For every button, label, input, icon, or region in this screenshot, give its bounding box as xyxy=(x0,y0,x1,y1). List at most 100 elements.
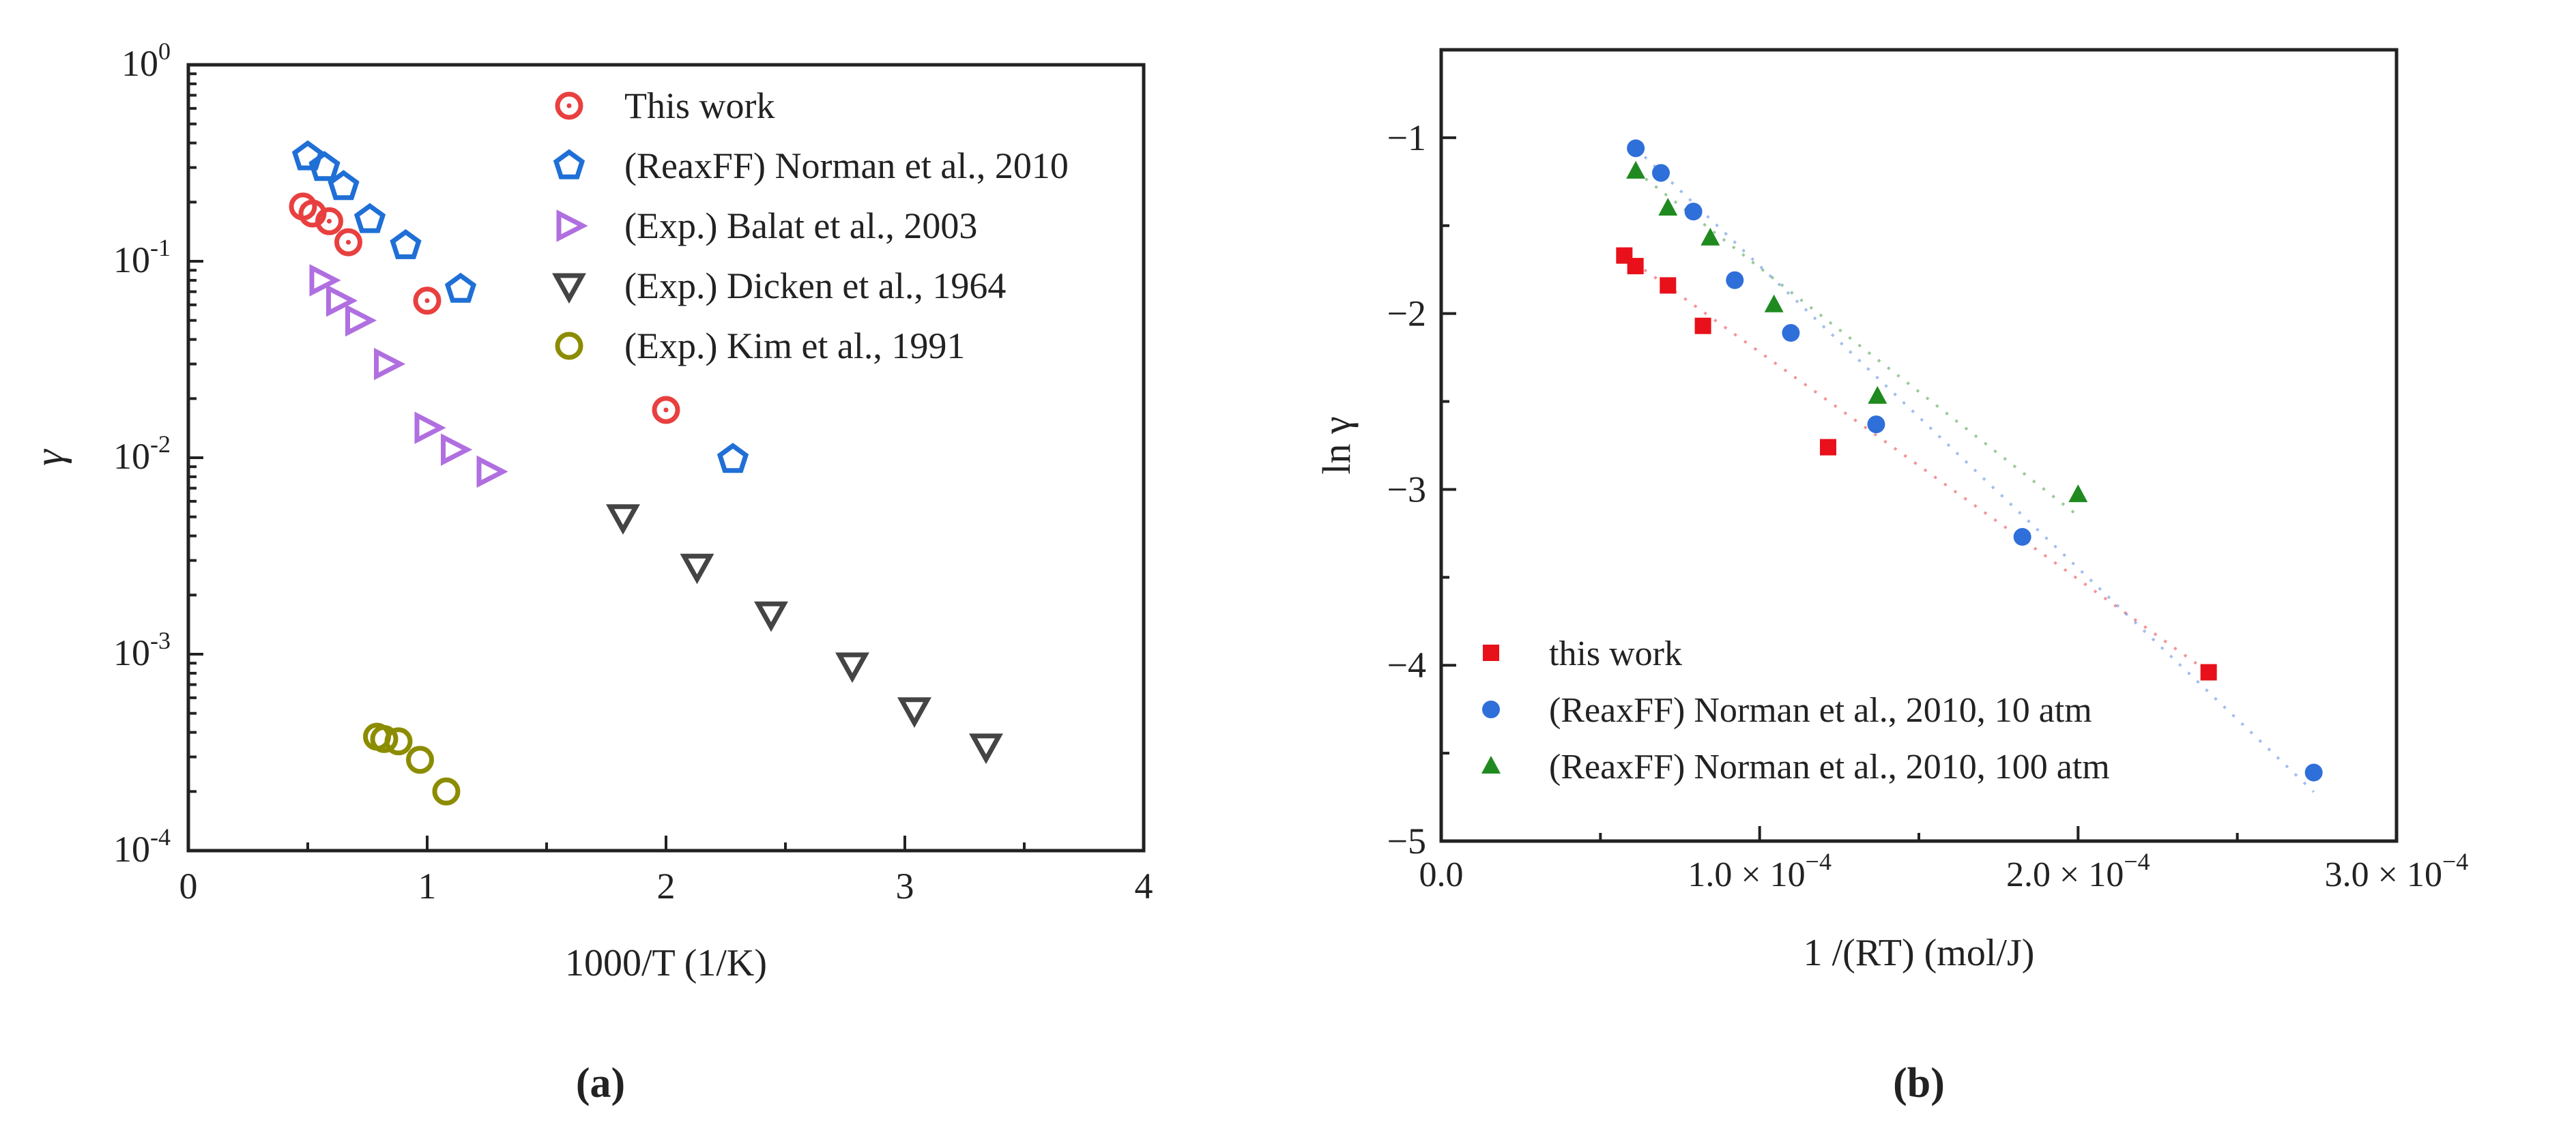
panel-a-x-tick-label: 3 xyxy=(896,866,914,907)
panel-b-y-tick-label: −3 xyxy=(1387,469,1426,510)
panel-a-legend: This work (ReaxFF) Norman et al., 2010 (Ex… xyxy=(552,85,1069,366)
data-point xyxy=(414,411,446,444)
panel-a-y-tick-label: 100 xyxy=(121,38,171,84)
fit-line-reaxff-norman-et-al-2010-10-atm xyxy=(1634,147,2315,793)
panel-b-fit-lines xyxy=(1623,147,2315,793)
legend-marker xyxy=(1483,645,1499,661)
legend-marker xyxy=(552,273,586,304)
panel-a-y-tick-label: 10-4 xyxy=(113,823,171,870)
data-point xyxy=(2200,664,2217,681)
panel-b-x-axis-label: 1 /(RT) (mol/J) xyxy=(1804,932,2035,974)
panel-b-x-tick-label: 1.0 × 10−4 xyxy=(1688,848,1832,894)
panel-b-y-axis-label: ln γ xyxy=(1314,416,1359,474)
panel-b-data-points xyxy=(1616,139,2323,782)
data-point xyxy=(326,284,358,317)
data-point xyxy=(652,396,680,424)
data-point xyxy=(1627,258,1644,275)
fit-line-this-work xyxy=(1623,254,2210,674)
legend-marker xyxy=(555,91,583,120)
data-point xyxy=(291,140,324,171)
data-point xyxy=(1652,164,1670,182)
legend-label: This work xyxy=(624,85,775,126)
data-point xyxy=(2304,763,2323,782)
panel-b-y-tick-label: −5 xyxy=(1387,821,1426,862)
legend-marker xyxy=(1481,756,1501,774)
data-point xyxy=(1867,415,1885,434)
data-point xyxy=(384,727,413,756)
data-point xyxy=(2013,528,2031,546)
panel-a-data-points xyxy=(289,140,1003,806)
data-point xyxy=(1764,294,1784,312)
series-exp-balat-et-al-2003 xyxy=(309,264,508,488)
series-exp-kim-et-al-1991 xyxy=(363,722,461,806)
panel-b-y-tick-label: −4 xyxy=(1387,645,1426,686)
data-point xyxy=(444,272,477,303)
data-point xyxy=(1626,160,1646,179)
panel-a-caption: (a) xyxy=(576,1060,625,1106)
data-point xyxy=(345,304,377,337)
panel-a-x-tick-label: 2 xyxy=(657,866,676,907)
data-point xyxy=(1726,271,1744,289)
data-point xyxy=(413,287,442,315)
legend-label: (Exp.) Dicken et al., 1964 xyxy=(624,265,1006,306)
panel-b-x-tick-label: 2.0 × 10−4 xyxy=(2006,848,2150,894)
data-point xyxy=(353,203,386,233)
series-this-work xyxy=(289,192,680,424)
legend-marker xyxy=(556,209,588,242)
panel-a-y-tick-label: 10-3 xyxy=(113,627,171,673)
panel-b-y-tick-label: −2 xyxy=(1387,293,1426,334)
data-point xyxy=(374,347,406,381)
panel-a-ticks: 0 1 2 3 4 100 10-1 10-2 10-3 10-4 xyxy=(113,38,1153,907)
panel-b-x-tick-label: 3.0 × 10−4 xyxy=(2325,848,2469,894)
panel-b-caption: (b) xyxy=(1893,1060,1945,1106)
panel-a-x-tick-label: 1 xyxy=(418,866,437,907)
data-point xyxy=(390,229,422,259)
data-point xyxy=(754,601,788,632)
data-point xyxy=(835,652,869,684)
series-reaxff-norman-et-al-2010-100-atm xyxy=(1626,160,2088,503)
data-point xyxy=(328,170,360,201)
panel-b-legend: this work (ReaxFF) Norman et al., 2010, 1… xyxy=(1481,634,2110,787)
legend-label: (Exp.) Kim et al., 1991 xyxy=(624,325,965,366)
data-point xyxy=(441,433,473,466)
series-reaxff-norman-et-al-2010-10-atm xyxy=(1627,139,2323,782)
legend-label: (ReaxFF) Norman et al., 2010 xyxy=(624,145,1069,186)
data-point xyxy=(406,746,434,774)
data-point xyxy=(717,443,749,473)
data-point xyxy=(1782,324,1800,342)
data-point xyxy=(1694,317,1711,334)
panel-a-x-axis-label: 1000/T (1/K) xyxy=(565,942,767,984)
panel-b-chart: 0.0 1.0 × 10−4 2.0 × 10−4 3.0 × 10−4 −1 −2 −3 −… xyxy=(1314,48,2469,1106)
panel-a-y-tick-label: 10-2 xyxy=(113,430,171,477)
panel-b-x-tick-label: 0.0 xyxy=(1419,855,1464,894)
data-point xyxy=(969,733,1003,765)
data-point xyxy=(1627,139,1645,158)
legend-label: (ReaxFF) Norman et al., 2010, 100 atm xyxy=(1549,748,2110,787)
panel-b-ticks: 0.0 1.0 × 10−4 2.0 × 10−4 3.0 × 10−4 −1 −2 −3 −… xyxy=(1387,48,2469,894)
fit-line-reaxff-norman-et-al-2010-100-atm xyxy=(1634,170,2079,517)
data-point xyxy=(432,777,461,806)
panel-a-chart: 0 1 2 3 4 100 10-1 10-2 10-3 10-4 This work (ReaxF… xyxy=(27,38,1153,1106)
data-point xyxy=(1658,198,1678,216)
data-point xyxy=(298,199,327,228)
data-point xyxy=(680,553,714,585)
data-point xyxy=(1660,277,1677,294)
data-point xyxy=(1820,439,1836,456)
series-exp-dicken-et-al-1964 xyxy=(606,504,1003,765)
data-point xyxy=(476,455,508,488)
data-point xyxy=(370,724,399,753)
legend-label: this work xyxy=(1549,634,1682,673)
panel-a-x-tick-label: 4 xyxy=(1135,866,1153,907)
legend-marker xyxy=(555,332,583,360)
data-point xyxy=(606,504,640,535)
panel-a-y-tick-label: 10-1 xyxy=(113,234,171,280)
data-point xyxy=(1868,385,1887,404)
series-reaxff-norman-et-al-2010 xyxy=(291,140,749,473)
panel-a-x-tick-label: 0 xyxy=(179,866,198,907)
legend-label: (Exp.) Balat et al., 2003 xyxy=(624,205,977,246)
series-this-work xyxy=(1616,247,2217,681)
panel-b-y-tick-label: −1 xyxy=(1387,117,1426,158)
data-point xyxy=(334,228,362,256)
legend-label: (ReaxFF) Norman et al., 2010, 10 atm xyxy=(1549,691,2092,730)
